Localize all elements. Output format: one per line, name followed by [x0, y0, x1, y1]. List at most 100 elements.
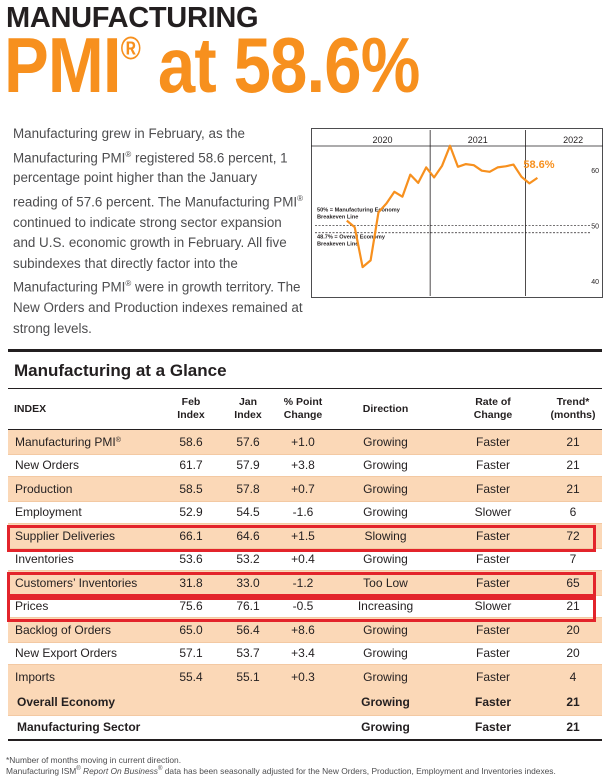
table-body: Manufacturing PMI ® 58.6 57.6 +1.0 Growing Fas… [8, 430, 602, 741]
row-direction: Slowing [364, 528, 407, 543]
row-rate-of-change: Faster [475, 622, 510, 637]
row-feb-index: 55.4 [179, 669, 203, 684]
row-direction: Growing [363, 669, 408, 684]
chart-frame [311, 128, 603, 298]
row-direction: Growing [363, 646, 408, 661]
row-trend: 6 [569, 505, 577, 520]
chart-reference-label: Breakeven Line [317, 215, 358, 221]
row-jan-index: 53.7 [236, 646, 260, 661]
intro-text-3: continued to indicate strong sector expa… [13, 214, 287, 295]
intro-paragraph: Manufacturing grew in February, as the M… [13, 124, 303, 339]
table-row: Supplier Deliveries 66.1 64.6 +1.5 Slowing Fa… [8, 524, 602, 548]
summary-row-name: Manufacturing Sector [17, 720, 141, 734]
registered-mark: ® [125, 149, 132, 159]
highlight-prices [7, 597, 596, 622]
row-rate-of-change: Faster [475, 575, 510, 590]
summary-direction: Growing [361, 694, 410, 709]
row-index-name: Supplier Deliveries [15, 528, 116, 543]
row-index-name: Imports [15, 669, 56, 684]
chart-y-tick-label: 50 [591, 224, 599, 231]
section-kicker: MANUFACTURING [6, 2, 259, 34]
row-rate-of-change: Faster [475, 528, 510, 543]
row-jan-index: 64.6 [236, 528, 260, 543]
summary-row: Overall Economy Growing Faster 21 [8, 688, 602, 715]
row-point-change: +1.0 [291, 434, 315, 449]
summary-row: Manufacturing Sector Growing Faster 21 [8, 714, 602, 741]
row-index-name: New Orders [15, 458, 80, 473]
row-direction: Growing [363, 458, 408, 473]
registered-mark: ® [297, 193, 304, 203]
row-index-name: Employment [15, 505, 82, 520]
table-title: Manufacturing at a Glance [14, 361, 227, 380]
row-direction: Increasing [357, 599, 414, 614]
row-direction: Growing [363, 434, 408, 449]
summary-rate-of-change: Faster [474, 720, 512, 734]
highlight-customers-inventories [7, 572, 596, 597]
row-rate-of-change: Faster [475, 434, 510, 449]
row-jan-index: 33.0 [236, 575, 260, 590]
table-row: Backlog of Orders 65.0 56.4 +8.6 Growing Fast… [8, 618, 602, 642]
row-index-name: Customers’ Inventories [15, 575, 138, 590]
row-feb-index: 58.6 [179, 434, 203, 449]
row-trend: 21 [566, 458, 580, 473]
row-trend: 7 [569, 552, 577, 567]
headline: PMI® at 58.6% [4, 26, 420, 104]
row-index-name: Backlog of Orders [15, 622, 112, 637]
row-point-change: +0.3 [291, 669, 315, 684]
footnote-trend: *Number of months moving in current dire… [6, 755, 182, 765]
headline-registered-mark: ® [120, 30, 141, 66]
row-jan-index: 54.5 [236, 505, 260, 520]
summary-rate-of-change: Faster [474, 694, 512, 709]
pmi-series-line [346, 144, 539, 269]
row-point-change: +3.4 [291, 646, 315, 661]
row-rate-of-change: Faster [475, 481, 510, 496]
row-index-name: New Export Orders [15, 646, 118, 661]
row-trend: 21 [566, 481, 580, 496]
summary-direction: Growing [361, 720, 410, 734]
chart-y-tick-label: 60 [591, 168, 599, 175]
header-feb-index: Feb Index [177, 396, 205, 421]
row-point-change: -1.2 [292, 575, 314, 590]
footnote-seasonal-adjustment: Manufacturing ISM® Report On Business® d… [6, 766, 556, 776]
row-trend: 72 [566, 528, 580, 543]
row-jan-index: 57.9 [236, 458, 260, 473]
row-direction: Growing [363, 622, 408, 637]
highlight-supplier-deliveries [7, 525, 596, 552]
header-jan-index: Jan Index [234, 396, 262, 421]
row-direction: Growing [363, 505, 408, 520]
row-trend: 20 [566, 622, 580, 637]
row-trend: 21 [566, 434, 580, 449]
chart-year-label: 2021 [468, 135, 488, 145]
header-point-change: % Point Change [283, 396, 323, 421]
chart-reference-label: 50% = Manufacturing Economy [317, 208, 401, 214]
row-jan-index: 55.1 [236, 669, 260, 684]
row-trend: 4 [569, 669, 577, 684]
row-feb-index: 61.7 [179, 458, 203, 473]
row-point-change: +0.4 [291, 552, 315, 567]
table-row: Inventories 53.6 53.2 +0.4 Growing Faster 7 [8, 547, 602, 571]
header-rate-of-change: Rate of Change [473, 396, 513, 421]
row-trend: 20 [566, 646, 580, 661]
row-feb-index: 65.0 [179, 622, 203, 637]
section-divider [8, 349, 602, 352]
row-jan-index: 57.8 [236, 481, 260, 496]
row-feb-index: 57.1 [179, 646, 203, 661]
header-trend: Trend* (months) [550, 396, 596, 421]
headline-value: at 58.6% [140, 21, 420, 109]
row-rate-of-change: Faster [475, 669, 510, 684]
row-feb-index: 52.9 [179, 505, 203, 520]
row-index-name: Prices [15, 599, 49, 614]
summary-trend: 21 [566, 694, 580, 709]
row-feb-index: 53.6 [179, 552, 203, 567]
chart-year-label: 2020 [372, 135, 392, 145]
row-direction: Growing [363, 552, 408, 567]
row-point-change: -1.6 [292, 505, 314, 520]
chart-value-annotation: 58.6% [523, 159, 554, 171]
row-trend: 21 [566, 599, 580, 614]
row-trend: 65 [566, 575, 580, 590]
chart-year-label: 2022 [563, 135, 583, 145]
row-rate-of-change: Faster [475, 646, 510, 661]
row-feb-index: 58.5 [179, 481, 203, 496]
table-row: Employment 52.9 54.5 -1.6 Growing Slower 6 [8, 500, 602, 524]
header-index: INDEX [14, 402, 47, 415]
